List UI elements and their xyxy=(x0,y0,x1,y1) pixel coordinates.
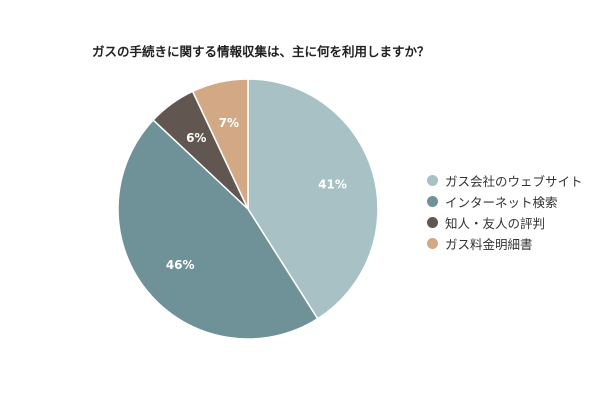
legend-label: 知人・友人の評判 xyxy=(445,216,546,231)
slice-label: 7% xyxy=(219,116,239,130)
legend-label: インターネット検索 xyxy=(445,195,558,210)
legend-swatch xyxy=(427,175,438,186)
legend-label: ガス会社のウェブサイト xyxy=(445,174,583,189)
legend-swatch xyxy=(427,196,438,207)
legend: ガス会社のウェブサイト インターネット検索 知人・友人の評判 ガス料金明細書 xyxy=(427,170,583,254)
pie-slice xyxy=(117,118,319,340)
slice-label: 46% xyxy=(166,258,195,272)
legend-item: インターネット検索 xyxy=(427,191,583,212)
chart-title: ガスの手続きに関する情報収集は、主に何を利用しますか？ xyxy=(92,44,430,59)
pie-slice xyxy=(191,78,249,210)
legend-item: 知人・友人の評判 xyxy=(427,212,583,233)
legend-label: ガス料金明細書 xyxy=(445,237,533,252)
legend-item: ガス料金明細書 xyxy=(427,233,583,254)
legend-item: ガス会社のウェブサイト xyxy=(427,170,583,191)
slice-label: 41% xyxy=(318,177,347,191)
slice-label: 6% xyxy=(186,131,206,145)
legend-swatch xyxy=(427,238,438,249)
legend-swatch xyxy=(427,217,438,228)
